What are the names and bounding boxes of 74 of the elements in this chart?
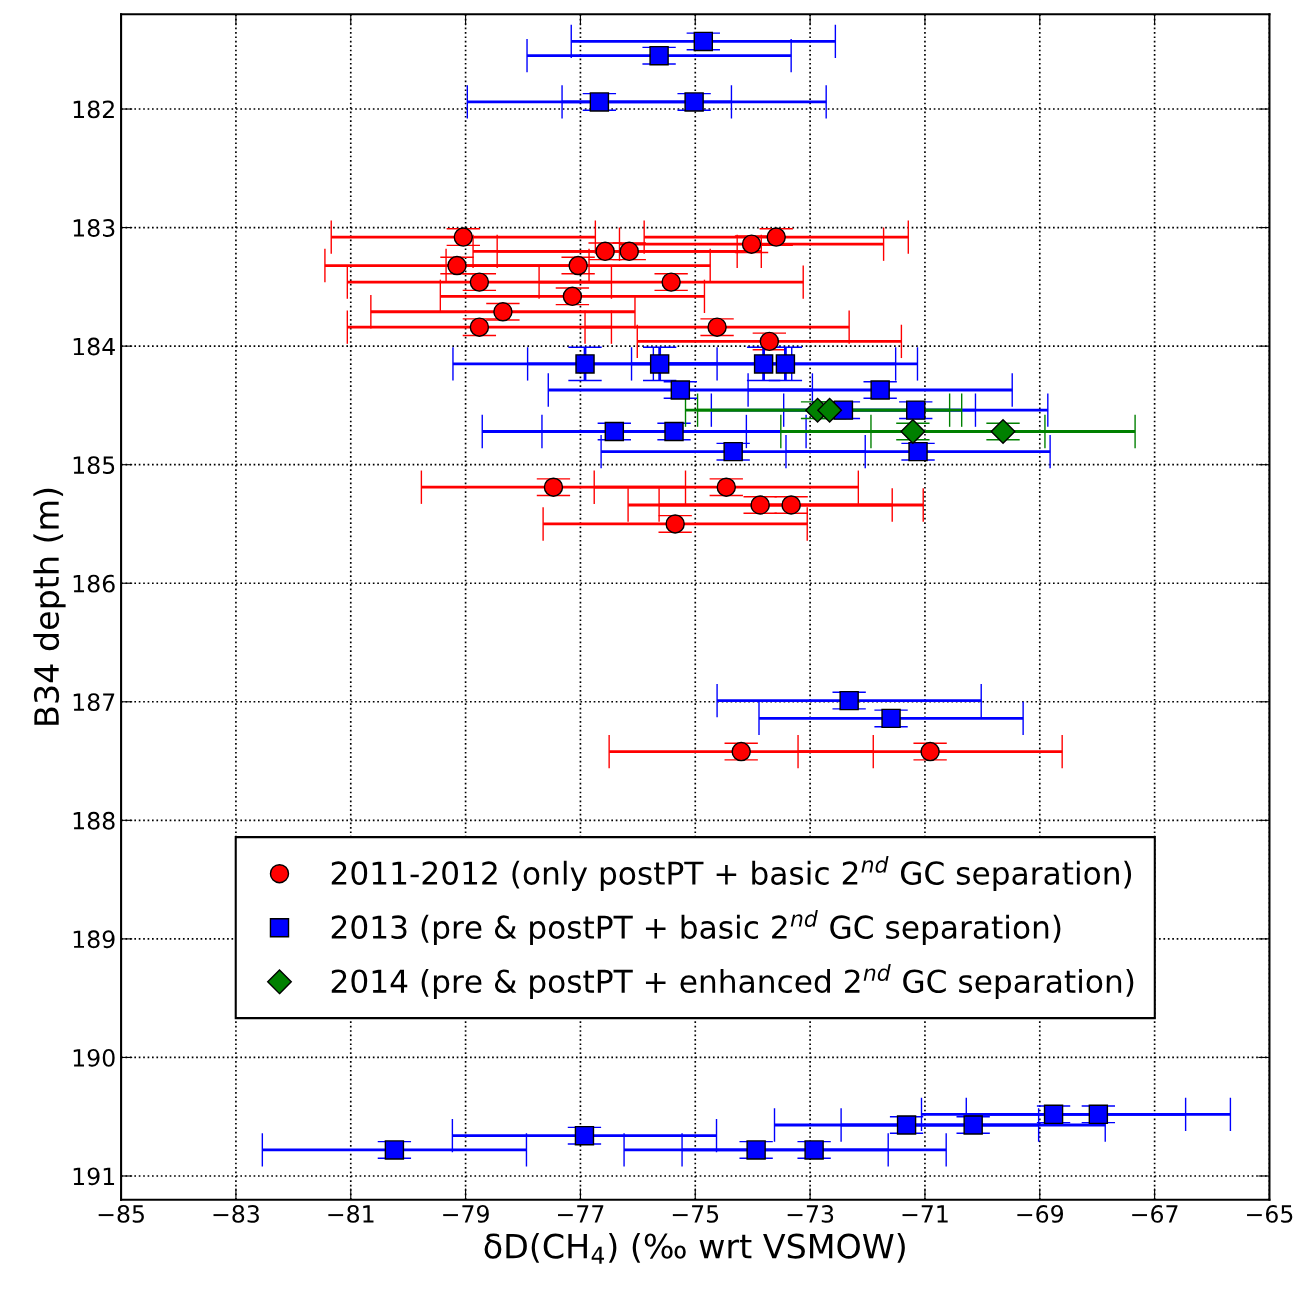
point [870, 380, 890, 400]
point [589, 92, 610, 112]
point [900, 419, 926, 444]
x-tick-label: −75 [672, 1205, 719, 1223]
y-tick-label: 190 [73, 1048, 115, 1067]
point [707, 317, 727, 337]
x-tick-label: −81 [328, 1204, 374, 1223]
x-tick-label: −85 [98, 1204, 144, 1223]
point [595, 241, 615, 262]
y-tick-label: 182 [73, 100, 114, 119]
x-tick-label: −83 [213, 1204, 259, 1223]
point [881, 708, 901, 729]
point [723, 441, 743, 462]
point [453, 227, 474, 247]
point [750, 495, 770, 515]
point [670, 380, 691, 400]
point [649, 45, 669, 66]
point [384, 1140, 405, 1160]
point [781, 495, 801, 515]
point [684, 92, 704, 112]
y-tick-label: 186 [73, 574, 115, 593]
legend-label: 2013 (pre & postPT + basic 2$^{nd}$ GC separation) [331, 909, 1061, 946]
x-tick-label: −73 [787, 1204, 834, 1223]
point [619, 241, 639, 262]
point [759, 331, 780, 352]
point [493, 302, 513, 322]
y-axis-title: B34 depth (m) [33, 488, 66, 725]
legend-label: 2011-2012 (only postPT + basic 2$^{nd}$ GC separation) [331, 855, 1132, 891]
point [766, 227, 786, 247]
point [896, 1115, 917, 1135]
y-tick-label: 191 [73, 1167, 115, 1186]
point [693, 31, 714, 52]
x-tick-label: −69 [1017, 1204, 1064, 1223]
point [839, 690, 859, 711]
point [562, 286, 583, 307]
point [664, 421, 684, 442]
point [804, 1140, 824, 1160]
point [1043, 1104, 1064, 1125]
point [665, 514, 685, 534]
point [604, 421, 625, 442]
legend-label: 2014 (pre & postPT + enhanced 2$^{nd}$ GC separation) [331, 964, 1134, 1000]
point [469, 272, 490, 292]
point [741, 234, 762, 254]
y-tick-label: 183 [73, 219, 115, 237]
y-tick-label: 187 [73, 693, 115, 712]
y-tick-label: 189 [73, 930, 115, 949]
x-tick-label: −77 [558, 1205, 604, 1223]
y-tick-label: 185 [73, 456, 115, 474]
point [731, 741, 751, 762]
y-tick-label: 184 [73, 337, 115, 356]
point [906, 400, 926, 420]
x-tick-label: −79 [443, 1204, 489, 1223]
point [775, 354, 796, 374]
point [753, 354, 774, 374]
point [568, 255, 588, 276]
point [543, 477, 564, 497]
point [1088, 1104, 1109, 1125]
point [990, 419, 1016, 444]
point [746, 1140, 766, 1160]
x-tick-label: −67 [1132, 1204, 1178, 1223]
x-axis-title: δD(CH$_{4}$) (‰ wrt VSMOW) [484, 1232, 905, 1264]
x-tick-label: −71 [902, 1205, 948, 1223]
point [920, 741, 940, 762]
point [716, 477, 736, 497]
x-tick-label: −65 [1247, 1204, 1293, 1223]
point [469, 317, 490, 337]
point [661, 272, 681, 292]
point [575, 354, 595, 374]
point [447, 255, 467, 276]
y-tick-label: 188 [73, 811, 115, 830]
point [649, 354, 670, 374]
point [574, 1125, 595, 1146]
point [908, 441, 928, 462]
point [963, 1115, 983, 1135]
